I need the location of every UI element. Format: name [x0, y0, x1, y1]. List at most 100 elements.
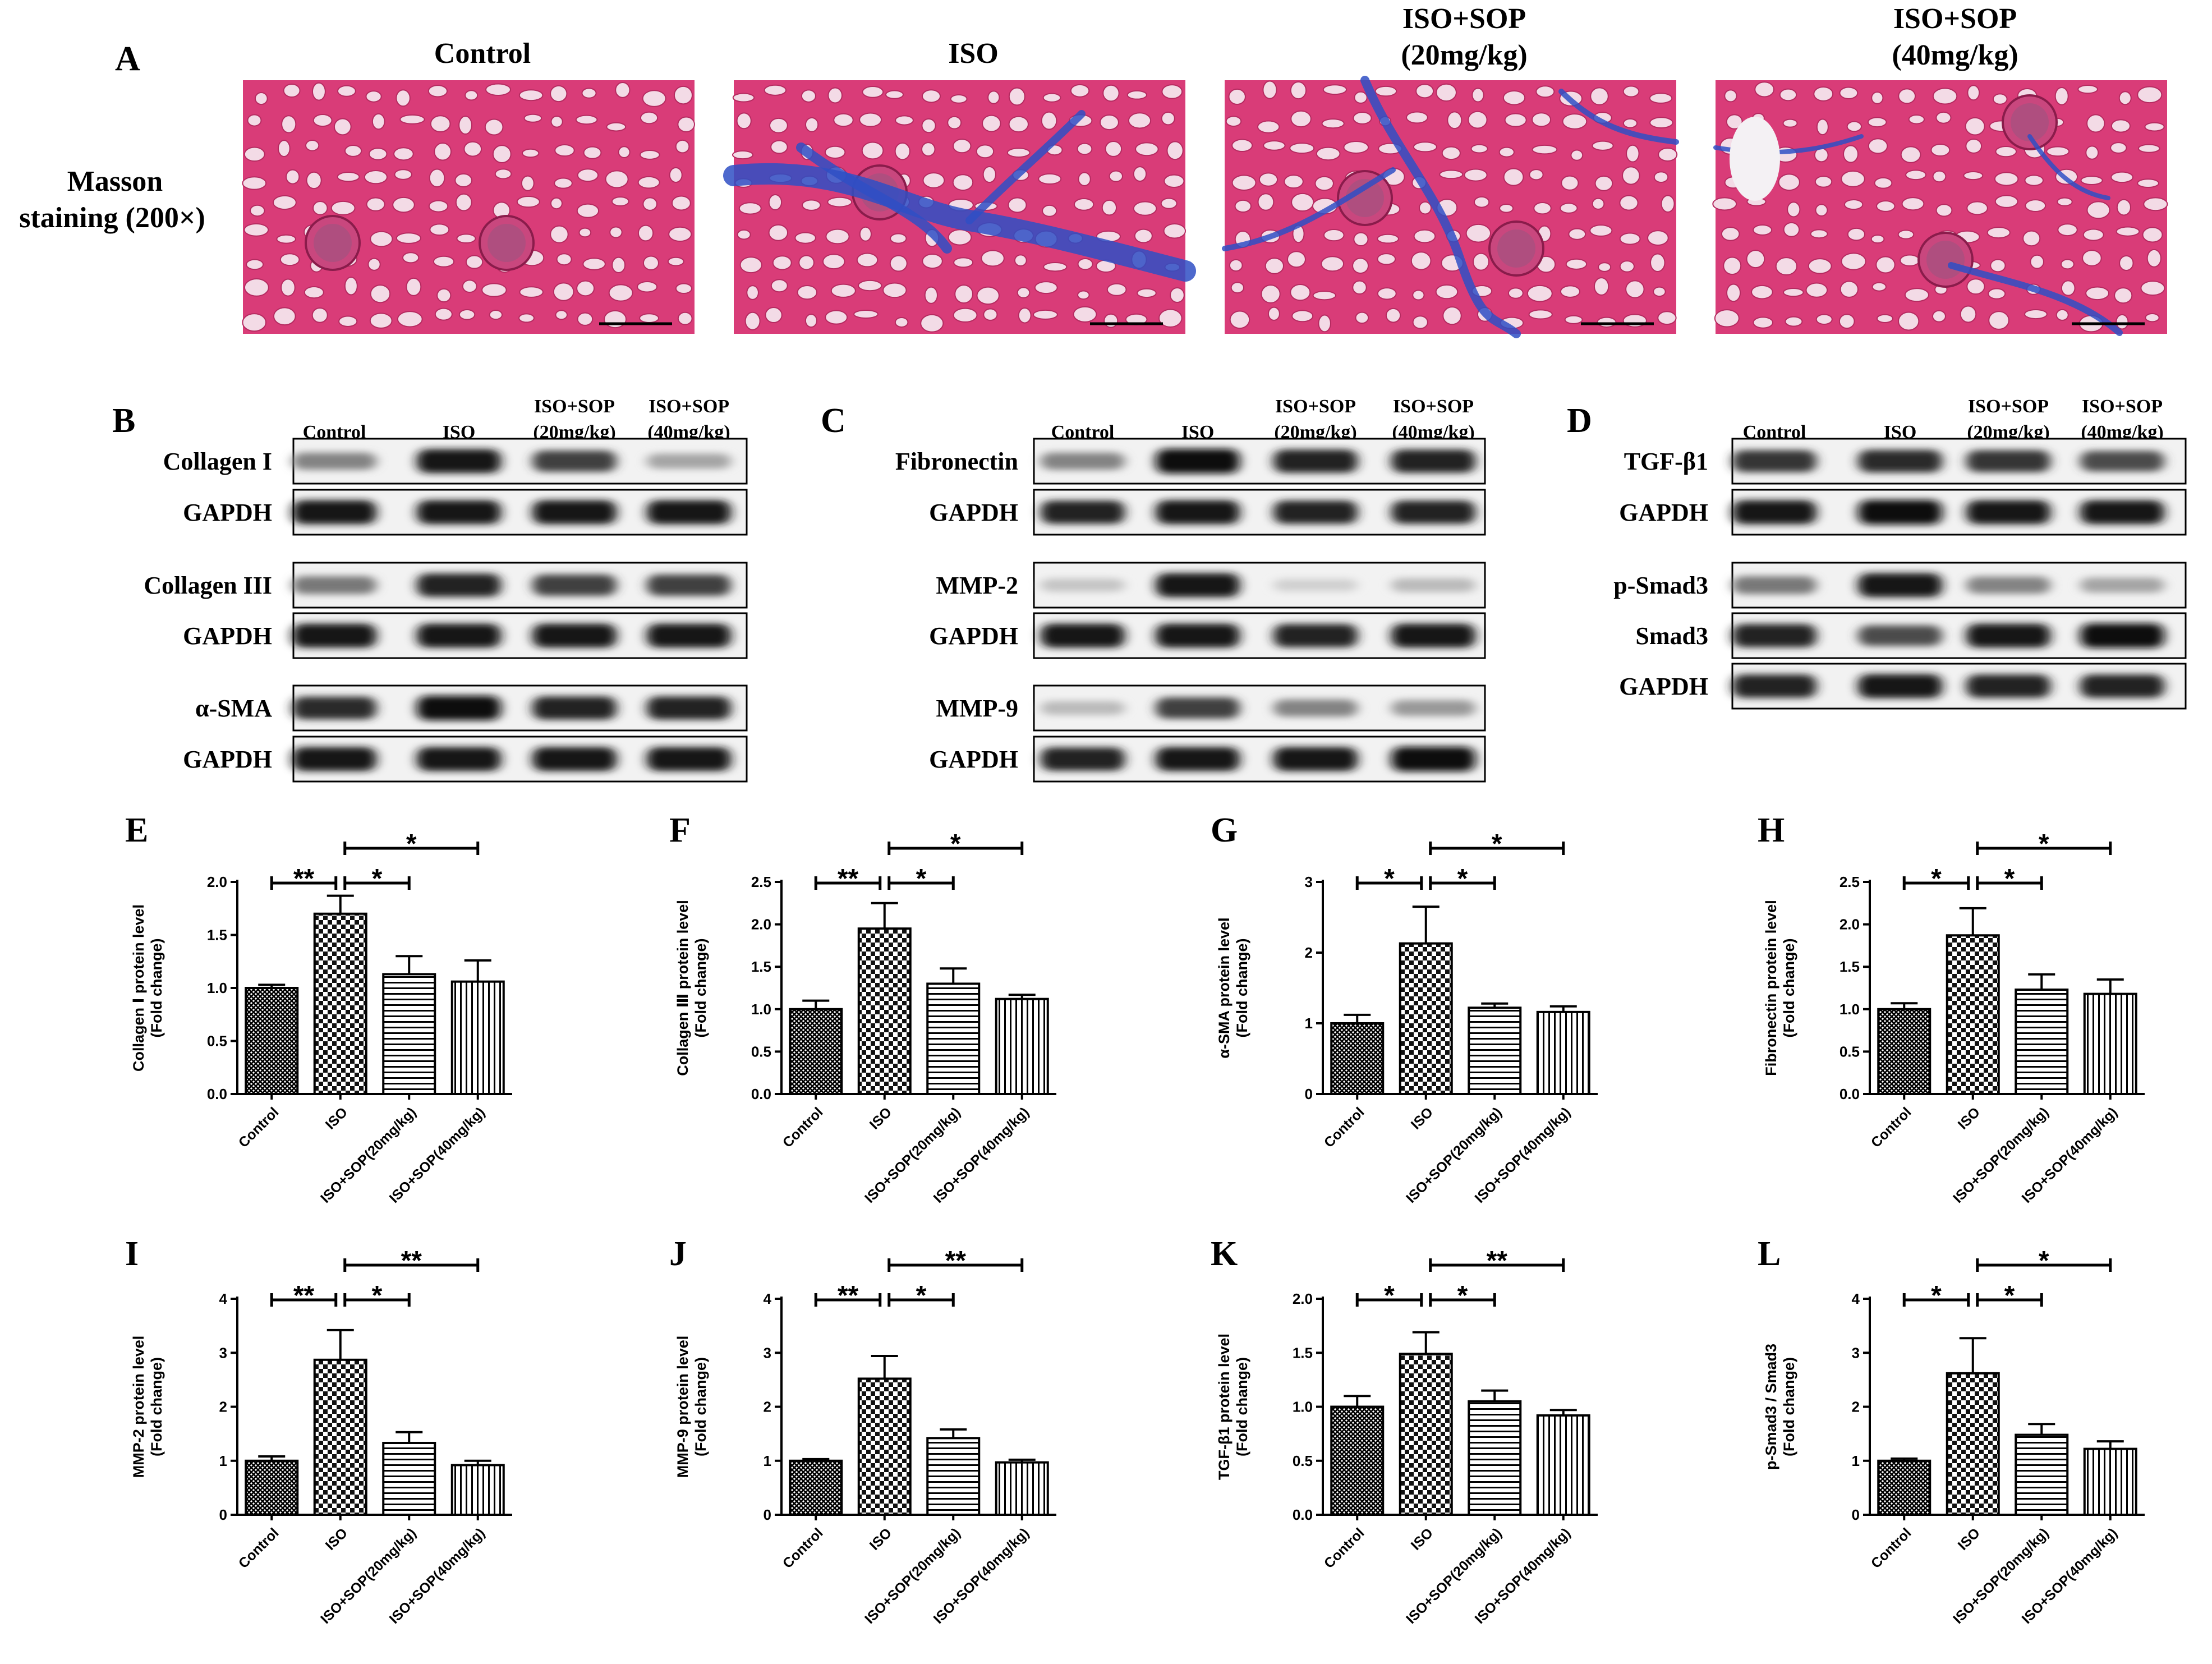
- tubule-lumen: [1726, 114, 1743, 130]
- tubule-lumen: [399, 114, 425, 125]
- blot-band: [292, 576, 376, 594]
- tubule-lumen: [576, 280, 595, 297]
- tubule-lumen: [1619, 260, 1635, 273]
- blot-band: [647, 574, 731, 596]
- tubule-lumen: [1406, 111, 1428, 124]
- tubule-lumen: [2077, 85, 2098, 94]
- tubule-lumen: [1102, 84, 1120, 102]
- tubule-lumen: [2110, 119, 2131, 133]
- tubule-lumen: [492, 145, 512, 164]
- tubule-lumen: [737, 229, 751, 240]
- tubule-lumen: [1935, 204, 1953, 217]
- column-head: Control: [434, 38, 531, 70]
- bar-chart-k: K TGF-β1 protein level (Fold change) 0.0 0.5…: [1211, 1235, 1598, 1627]
- tubule-lumen: [276, 234, 297, 244]
- tubule-lumen: [1267, 306, 1280, 321]
- blot-band: [1041, 701, 1125, 715]
- tubule-lumen: [1775, 257, 1797, 275]
- blot-band: [1858, 449, 1942, 473]
- blot-band: [647, 453, 731, 469]
- tubule-lumen: [1163, 223, 1187, 239]
- tubule-lumen: [677, 311, 693, 325]
- tubule-lumen: [2137, 144, 2160, 153]
- tubule-lumen: [2145, 313, 2160, 323]
- tubule-lumen: [1264, 258, 1285, 274]
- y-axis-title-units: (Fold change): [692, 939, 709, 1038]
- panel-letter: I: [125, 1235, 139, 1273]
- bar-chart-i: I MMP-2 protein level (Fold change) 0 1 2 3 4 Co…: [125, 1235, 512, 1627]
- tubule-lumen: [1070, 84, 1090, 98]
- tubule-lumen: [1992, 93, 2008, 105]
- significance-label: **: [838, 1281, 859, 1311]
- tubule-lumen: [550, 225, 569, 243]
- tubule-lumen: [578, 227, 592, 238]
- tubule-lumen: [1436, 83, 1457, 102]
- tubule-lumen: [921, 118, 936, 134]
- lane-head: ISO+SOP: [1393, 396, 1474, 417]
- tubule-lumen: [1661, 195, 1675, 213]
- tubule-lumen: [311, 82, 326, 101]
- x-tick-label: Control: [1321, 1104, 1368, 1151]
- tubule-lumen: [369, 148, 388, 160]
- blot-band: [532, 451, 617, 472]
- tubule-lumen: [550, 85, 568, 103]
- tubule-lumen: [1006, 148, 1031, 158]
- tubule-lumen: [1568, 228, 1586, 240]
- tubule-lumen: [1816, 118, 1829, 136]
- tubule-lumen: [2119, 255, 2134, 271]
- tubule-lumen: [1810, 229, 1828, 239]
- y-axis-title: TGF-β1 protein level: [1216, 1334, 1233, 1480]
- masson-image: [723, 80, 1196, 334]
- tubule-lumen: [1782, 118, 1798, 128]
- blot-band: [1156, 747, 1240, 771]
- tubule-lumen: [2082, 250, 2102, 266]
- tubule-lumen: [1649, 93, 1673, 104]
- tubule-lumen: [1876, 200, 1896, 212]
- tubule-lumen: [523, 113, 542, 123]
- tubule-lumen: [1847, 227, 1866, 241]
- blot-band: [647, 747, 731, 771]
- significance-label: *: [1492, 829, 1502, 859]
- masson-image: [242, 80, 695, 334]
- tubule-lumen: [370, 231, 393, 247]
- tubule-lumen: [1105, 140, 1123, 157]
- tubule-lumen: [1753, 224, 1773, 236]
- lane-head: ISO+SOP: [2082, 396, 2163, 417]
- blot-row-label: GAPDH: [929, 499, 1018, 526]
- y-tick-label: 1: [219, 1452, 227, 1469]
- tubule-lumen: [364, 169, 388, 185]
- tubule-lumen: [458, 116, 473, 135]
- glomerulus-core: [314, 224, 352, 262]
- tubule-lumen: [1164, 174, 1185, 188]
- significance-label: *: [1457, 1281, 1468, 1311]
- tubule-lumen: [1650, 253, 1666, 273]
- panel-letter: F: [669, 811, 691, 849]
- tubule-lumen: [1158, 309, 1183, 328]
- tubule-lumen: [1967, 85, 1980, 101]
- vessel-lumen: [1730, 117, 1780, 201]
- tubule-lumen: [1533, 202, 1552, 215]
- panel-letter: E: [125, 811, 148, 849]
- masson-image: [1222, 76, 1679, 338]
- tubule-lumen: [279, 253, 300, 266]
- blot-row-label: α-SMA: [195, 695, 272, 722]
- y-tick-label: 0.0: [1839, 1086, 1860, 1102]
- tubule-lumen: [333, 118, 352, 136]
- tubule-lumen: [770, 140, 788, 154]
- tubule-lumen: [2143, 197, 2168, 212]
- blot-row-label: p-Smad3: [1613, 572, 1708, 599]
- tubule-lumen: [827, 87, 843, 104]
- row-label-line1: Masson: [67, 166, 163, 197]
- tubule-lumen: [2144, 122, 2165, 132]
- tubule-lumen: [429, 223, 450, 236]
- tubule-lumen: [433, 255, 455, 268]
- significance-label: **: [401, 1246, 422, 1276]
- tubule-lumen: [744, 311, 761, 330]
- tubule-lumen: [1813, 86, 1834, 102]
- x-tick-label: Control: [780, 1525, 826, 1571]
- tubule-lumen: [1160, 197, 1178, 209]
- tubule-lumen: [1564, 315, 1583, 324]
- blot-band: [2080, 451, 2164, 472]
- tubule-lumen: [859, 112, 882, 127]
- glomerulus-core: [1926, 241, 1965, 279]
